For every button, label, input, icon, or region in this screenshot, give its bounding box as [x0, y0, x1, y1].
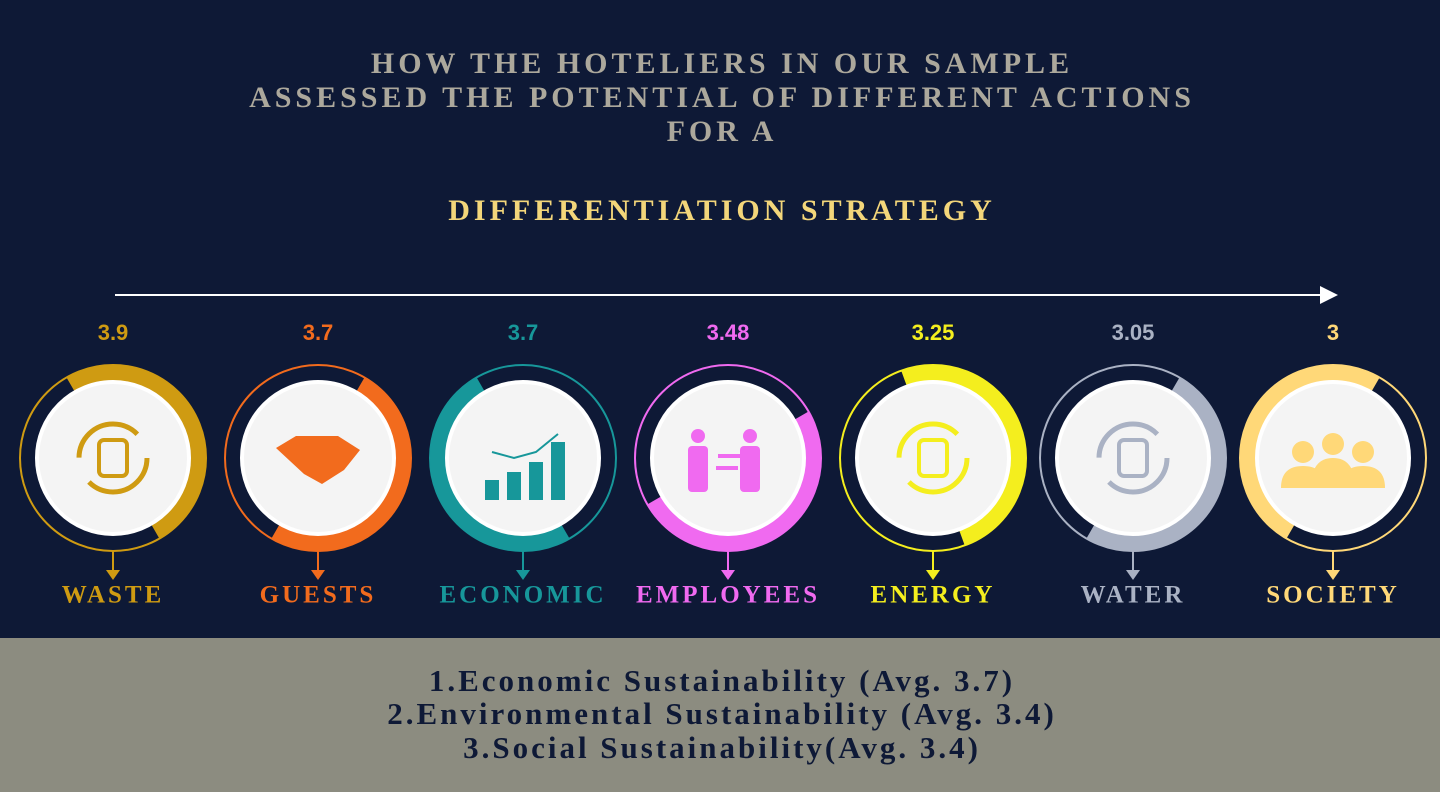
icon-cycle: [76, 421, 150, 495]
score: 3.25: [912, 320, 955, 345]
icon-bar: [551, 442, 565, 500]
footer-panel: [0, 638, 1440, 792]
score: 3: [1327, 320, 1339, 345]
item-label: SOCIETY: [1266, 582, 1400, 609]
icon-hands: [276, 436, 360, 484]
footer-line: 2.Environmental Sustainability (Avg. 3.4…: [387, 696, 1057, 731]
pointer-head: [106, 570, 120, 580]
item: 3.48 EMPLOYEES: [634, 320, 822, 609]
item-label: GUESTS: [260, 582, 377, 609]
score: 3.7: [303, 320, 334, 345]
icon-line: [491, 433, 559, 460]
pointer-head: [516, 570, 530, 580]
icon-head: [743, 429, 757, 443]
pointer-head: [926, 570, 940, 580]
icon-head: [691, 429, 705, 443]
icon-arrow: [718, 454, 740, 458]
ring-arc: [1239, 365, 1426, 551]
icon: [688, 429, 760, 492]
icon: [896, 421, 970, 495]
item-label: WATER: [1081, 582, 1186, 609]
pointer-head: [1326, 570, 1340, 580]
ring-arc: [20, 365, 206, 551]
score: 3.7: [508, 320, 539, 345]
subtitle: DIFFERENTIATION STRATEGY: [448, 194, 995, 227]
pointer-head: [721, 570, 735, 580]
inner-disc: [1055, 380, 1211, 536]
arrow-head: [1320, 286, 1338, 304]
icon-core: [97, 438, 129, 478]
item: 3.7 GUESTS: [224, 320, 412, 609]
icon-head: [1322, 433, 1344, 455]
items: 3.9 WASTE 3.7 GUESTS 3.7 ECONOMIC 3.48 EMPLOYEE…: [19, 320, 1427, 609]
icon-bar: [507, 472, 521, 500]
icon: [276, 436, 360, 484]
inner-disc: [445, 380, 601, 536]
icon-head: [1352, 441, 1374, 463]
icon-core: [917, 438, 949, 478]
icon-body: [740, 446, 760, 492]
icon-head: [1292, 441, 1314, 463]
ring-arc: [225, 365, 411, 551]
item-label: EMPLOYEES: [636, 582, 820, 609]
title-line: HOW THE HOTELIERS IN OUR SAMPLE: [371, 47, 1073, 80]
icon-arrow: [716, 466, 738, 470]
icon-core: [1117, 438, 1149, 478]
icon-body: [688, 446, 708, 492]
footer-line: 1.Economic Sustainability (Avg. 3.7): [429, 663, 1015, 698]
item: 3.25 ENERGY: [839, 320, 1027, 609]
inner-disc: [35, 380, 191, 536]
icon: [1281, 433, 1385, 488]
item: 3 SOCIETY: [1239, 320, 1427, 609]
item: 3.9 WASTE: [19, 320, 207, 609]
item-label: WASTE: [62, 582, 165, 609]
footer-line: 3.Social Sustainability(Avg. 3.4): [463, 730, 981, 765]
ring-arc: [635, 365, 821, 551]
score: 3.9: [98, 320, 129, 345]
score: 3.05: [1112, 320, 1155, 345]
title-line: FOR A: [667, 115, 778, 148]
item: 3.7 ECONOMIC: [429, 320, 617, 609]
pointer-head: [311, 570, 325, 580]
icon: [1096, 421, 1170, 495]
icon-cycle: [896, 421, 970, 495]
score: 3.48: [707, 320, 750, 345]
ring-arc: [430, 365, 616, 551]
item: 3.05 WATER: [1039, 320, 1227, 609]
icon: [485, 433, 565, 500]
pointer-head: [1126, 570, 1140, 580]
icon-bar: [529, 462, 543, 500]
title-line: ASSESSED THE POTENTIAL OF DIFFERENT ACTI…: [249, 81, 1195, 114]
icon-cycle: [1096, 421, 1170, 495]
item-label: ECONOMIC: [439, 582, 606, 609]
icon-bar: [485, 480, 499, 500]
item-label: ENERGY: [871, 582, 996, 609]
ring-arc: [1040, 365, 1226, 551]
ring-arc: [840, 365, 1026, 551]
icon: [76, 421, 150, 495]
inner-disc: [855, 380, 1011, 536]
icon-body: [1341, 466, 1385, 488]
